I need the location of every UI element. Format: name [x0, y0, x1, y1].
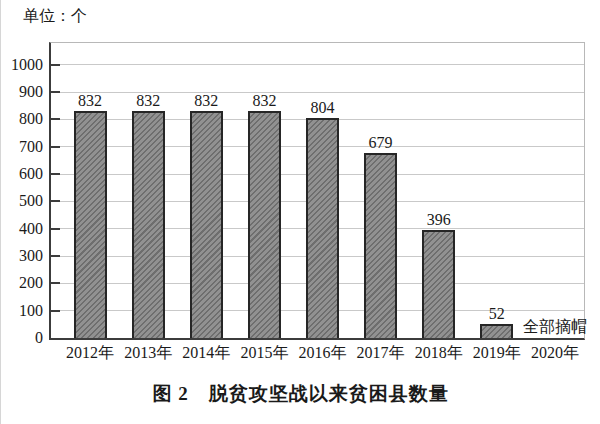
x-axis-label-2019年: 2019年 [468, 344, 526, 362]
bars-layer: 832 832 832 832 804 679 396 52 全部摘帽 [51, 43, 584, 338]
x-axis-label-2014年: 2014年 [177, 344, 235, 362]
y-axis-label-600: 600 [19, 165, 43, 183]
bar-value-label: 679 [369, 134, 393, 151]
y-axis-label-100: 100 [19, 302, 43, 320]
y-axis-label-200: 200 [19, 274, 43, 292]
bar-2015年 [248, 111, 281, 338]
bar-slot-2013年: 832 [119, 43, 177, 338]
unit-label: 单位：个 [23, 6, 87, 26]
bar-value-label: 832 [252, 92, 276, 109]
y-axis-label-700: 700 [19, 138, 43, 156]
x-axis-label-2020年: 2020年 [526, 344, 584, 362]
x-axis-label-2018年: 2018年 [410, 344, 468, 362]
annotation-label: 全部摘帽 [523, 318, 587, 335]
bar-slot-2014年: 832 [177, 43, 235, 338]
x-axis-label-2017年: 2017年 [352, 344, 410, 362]
bar-value-label: 832 [136, 92, 160, 109]
bar-slot-2020年: 全部摘帽 [526, 43, 584, 338]
bar-slot-2015年: 832 [235, 43, 293, 338]
y-axis-label-500: 500 [19, 192, 43, 210]
bar-slot-2012年: 832 [61, 43, 119, 338]
bar-2012年 [74, 111, 107, 338]
x-axis-label-2012年: 2012年 [61, 344, 119, 362]
figure-container: 单位：个 832 832 832 832 804 679 396 52 全部摘帽 0 100 200… [0, 0, 600, 424]
y-axis-label-300: 300 [19, 247, 43, 265]
bar-2016年 [306, 118, 339, 338]
x-axis-label-2015年: 2015年 [235, 344, 293, 362]
bar-slot-2019年: 52 [468, 43, 526, 338]
y-axis-labels: 01002003004005006007008009001000 [1, 43, 43, 338]
x-axis-label-2016年: 2016年 [293, 344, 351, 362]
plot-area: 832 832 832 832 804 679 396 52 全部摘帽 [49, 42, 585, 340]
figure-title: 图 2 脱贫攻坚战以来贫困县数量 [1, 382, 600, 406]
bar-value-label: 832 [78, 92, 102, 109]
x-axis-label-2013年: 2013年 [119, 344, 177, 362]
x-axis-labels: 2012年2013年2014年2015年2016年2017年2018年2019年… [51, 344, 584, 362]
bar-2018年 [422, 230, 455, 338]
bar-2014年 [190, 111, 223, 338]
bar-value-label: 804 [310, 99, 334, 116]
y-axis-label-400: 400 [19, 220, 43, 238]
bar-slot-2016年: 804 [293, 43, 351, 338]
y-axis-label-900: 900 [19, 83, 43, 101]
bar-2017年 [364, 153, 397, 338]
bar-2019年 [480, 324, 513, 338]
y-axis-label-800: 800 [19, 110, 43, 128]
y-axis-label-1000: 1000 [11, 56, 43, 74]
bar-slot-2017年: 679 [352, 43, 410, 338]
bar-value-label: 52 [489, 305, 505, 322]
bar-slot-2018年: 396 [410, 43, 468, 338]
bar-2013年 [132, 111, 165, 338]
y-axis-label-0: 0 [35, 329, 43, 347]
bar-value-label: 396 [427, 211, 451, 228]
bar-value-label: 832 [194, 92, 218, 109]
